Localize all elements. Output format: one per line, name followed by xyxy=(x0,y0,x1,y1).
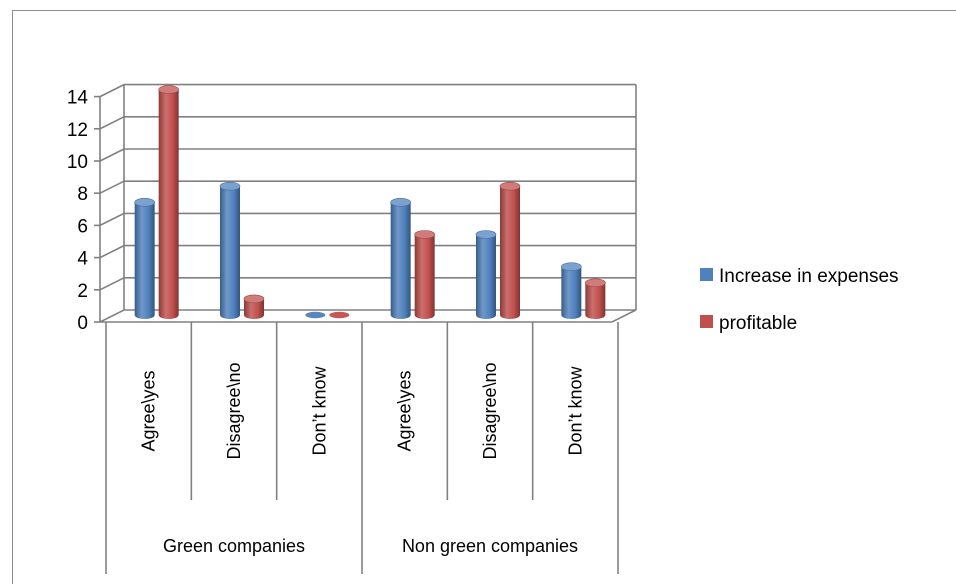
bar-increase-in-expenses-5 xyxy=(561,266,582,319)
bar-profitable-5-top xyxy=(585,278,606,288)
bar-profitable-3 xyxy=(414,234,435,319)
category-label-4: Disagree\no xyxy=(480,362,500,459)
group-label-1: Non green companies xyxy=(402,536,578,556)
gridline-side-12 xyxy=(99,116,125,130)
bar-profitable-1 xyxy=(244,298,264,319)
bar-profitable-0-top xyxy=(158,85,179,94)
y-tick-label-4: 4 xyxy=(77,249,88,270)
chart-frame xyxy=(12,10,956,584)
bar-increase-in-expenses-0-top xyxy=(134,198,155,207)
category-label-1: Disagree\no xyxy=(224,362,244,459)
y-tick-label-2: 2 xyxy=(77,281,88,302)
bar-increase-in-expenses-1-top xyxy=(219,181,241,191)
legend-swatch-0 xyxy=(700,268,713,281)
bar-increase-in-expenses-4-top xyxy=(475,230,497,239)
category-label-2: Don’t know xyxy=(309,365,329,455)
bar-profitable-2 xyxy=(329,311,350,319)
category-label-3: Agree\yes xyxy=(395,370,415,451)
bar-profitable-0 xyxy=(158,89,179,319)
y-tick-label-6: 6 xyxy=(77,216,88,237)
y-tick-label-0: 0 xyxy=(77,313,88,334)
group-label-0: Green companies xyxy=(163,536,305,556)
y-tick-label-10: 10 xyxy=(67,152,88,173)
gridline-side-14 xyxy=(99,83,125,98)
chart-floor xyxy=(99,309,637,323)
bar-increase-in-expenses-5-top xyxy=(561,262,582,272)
gridline-side-2 xyxy=(99,277,125,291)
legend-swatch-1 xyxy=(700,315,713,328)
bar-increase-in-expenses-0 xyxy=(134,202,155,319)
category-label-5: Don’t know xyxy=(565,365,585,455)
bar-increase-in-expenses-3 xyxy=(390,202,411,319)
gridline-side-10 xyxy=(99,148,125,162)
bar-increase-in-expenses-4 xyxy=(476,234,496,319)
category-label-0: Agree\yes xyxy=(139,370,159,451)
y-tick-label-8: 8 xyxy=(77,184,88,205)
bar-increase-in-expenses-3-top xyxy=(390,198,411,207)
bar-profitable-4 xyxy=(500,186,520,319)
gridline-side-8 xyxy=(99,180,125,194)
bar-increase-in-expenses-1 xyxy=(220,186,240,319)
bar-profitable-3-top xyxy=(414,230,435,239)
bar-profitable-5 xyxy=(585,282,606,319)
y-tick-label-12: 12 xyxy=(67,120,88,141)
gridline-side-4 xyxy=(99,244,125,259)
bar-profitable-1-top xyxy=(243,294,265,304)
bar-profitable-4-top xyxy=(499,181,521,191)
legend-label-1: profitable xyxy=(719,313,797,334)
y-tick-label-14: 14 xyxy=(67,88,89,109)
gridline-side-6 xyxy=(99,212,125,227)
legend-label-0: Increase in expenses xyxy=(719,266,899,287)
bar-increase-in-expenses-2 xyxy=(305,311,326,319)
